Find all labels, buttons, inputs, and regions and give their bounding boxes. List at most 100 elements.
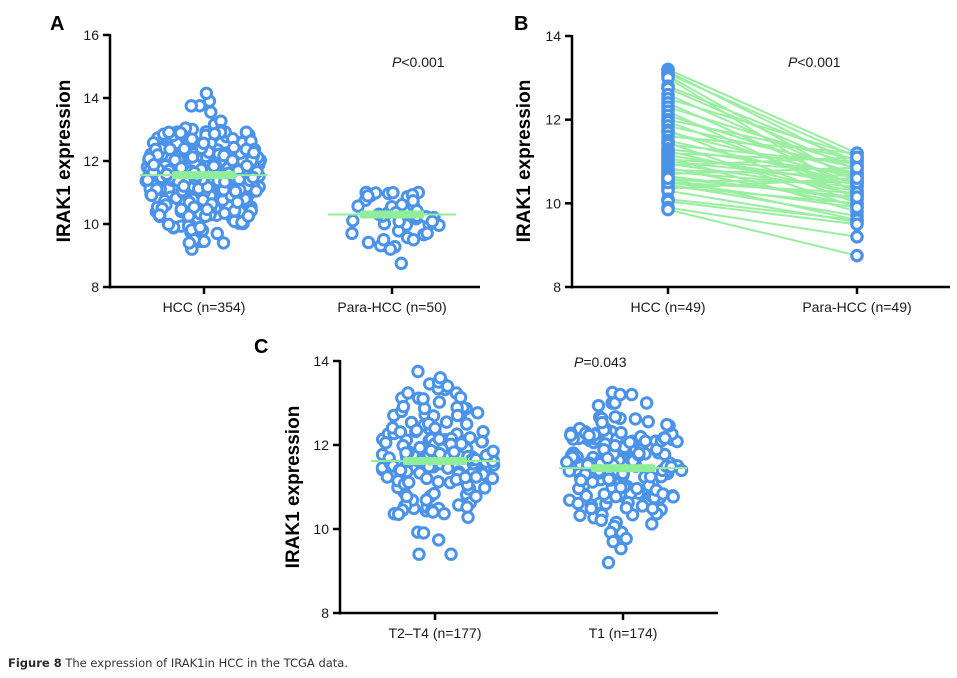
data-point: [486, 444, 500, 458]
data-point: [419, 493, 434, 507]
pair-line: [667, 68, 858, 155]
data-point: [184, 99, 198, 113]
data-point: [416, 392, 430, 406]
data-point: [247, 145, 261, 160]
data-point: [850, 248, 864, 263]
data-point: [444, 547, 458, 561]
data-point: [440, 379, 455, 393]
data-point: [420, 226, 434, 240]
panel-b: B IRAK1 expression P<0.001 8 10 12 14 HCC (…: [514, 13, 950, 315]
data-point: [573, 508, 587, 523]
data-point: [563, 428, 578, 442]
x-tick-label: HCC (n=49): [630, 299, 705, 315]
data-point: [850, 190, 864, 204]
data-point: [643, 470, 658, 484]
data-point: [850, 150, 864, 165]
data-point: [613, 387, 627, 402]
y-axis-label-b: IRAK1 expression: [514, 80, 535, 243]
axes-c: 8 10 12 14: [313, 353, 718, 621]
pair-line: [667, 170, 858, 188]
data-point: [227, 140, 241, 155]
data-point: [379, 436, 393, 450]
x-tick-label: Para-HCC (n=50): [337, 299, 446, 315]
figure-caption: Figure 8 The expression of IRAK1in HCC i…: [8, 656, 348, 670]
pair-line: [667, 158, 858, 173]
data-point: [606, 534, 620, 549]
axes-b: 8 10 12 14: [545, 28, 950, 295]
pair-line: [667, 97, 858, 157]
data-point: [447, 445, 461, 459]
data-point: [594, 513, 608, 527]
data-point: [230, 195, 245, 209]
data-point: [216, 236, 231, 250]
data-point: [345, 226, 359, 241]
pair-line: [667, 135, 858, 155]
pair-line: [667, 162, 858, 192]
panel-label-b: B: [514, 13, 528, 35]
pair-line: [667, 200, 858, 226]
data-point: [458, 470, 473, 485]
p-rest: =0.043: [583, 354, 626, 370]
data-point: [412, 547, 426, 561]
data-point: [386, 185, 400, 200]
data-point: [475, 435, 489, 449]
data-point: [625, 387, 639, 402]
data-point: [399, 446, 413, 460]
data-point: [431, 475, 446, 489]
mean-marker: [360, 210, 424, 219]
data-point: [645, 517, 659, 531]
data-point: [380, 470, 395, 484]
data-point: [560, 455, 574, 469]
plot-area-a: [139, 86, 456, 271]
figure-caption-text: The expression of IRAK1in HCC in the TCG…: [61, 656, 349, 670]
mean-marker: [591, 464, 655, 473]
y-tick-label: 8: [91, 279, 99, 295]
data-point: [635, 499, 650, 513]
y-tick-label: 14: [545, 28, 561, 44]
data-point: [152, 208, 167, 222]
data-point: [200, 202, 214, 217]
data-point: [585, 475, 600, 489]
data-point: [628, 412, 643, 426]
pair-line: [667, 85, 858, 163]
data-point: [163, 142, 177, 156]
p-rest: <0.001: [797, 54, 840, 70]
data-point: [614, 426, 628, 440]
data-point: [608, 410, 622, 424]
pair-line: [667, 177, 858, 199]
data-point: [478, 481, 492, 495]
y-tick-label: 8: [553, 279, 561, 295]
data-point: [584, 501, 598, 516]
data-point: [661, 202, 675, 217]
data-point: [614, 541, 628, 556]
data-point: [641, 414, 655, 429]
data-point: [602, 472, 616, 486]
data-point: [460, 417, 474, 431]
p-value-a: P<0.001: [392, 54, 445, 70]
data-point: [144, 188, 159, 202]
data-point: [199, 86, 214, 100]
data-point: [411, 364, 425, 379]
data-point: [601, 555, 616, 570]
data-point: [241, 209, 255, 223]
data-point: [582, 428, 596, 443]
y-axis-label-a: IRAK1 expression: [54, 80, 75, 243]
data-point: [623, 435, 637, 449]
data-point: [439, 415, 454, 429]
data-point: [177, 142, 192, 156]
data-point: [450, 408, 465, 423]
data-point: [437, 506, 451, 521]
data-point: [639, 396, 654, 410]
data-point: [850, 217, 864, 232]
data-point: [396, 399, 411, 414]
data-point: [185, 150, 200, 164]
data-point: [485, 471, 500, 486]
y-tick-label: 10: [313, 521, 329, 537]
data-point: [187, 200, 201, 214]
data-point: [850, 171, 864, 186]
data-point: [428, 421, 442, 436]
data-point: [173, 126, 188, 140]
data-point: [469, 470, 483, 484]
data-point: [638, 434, 653, 448]
